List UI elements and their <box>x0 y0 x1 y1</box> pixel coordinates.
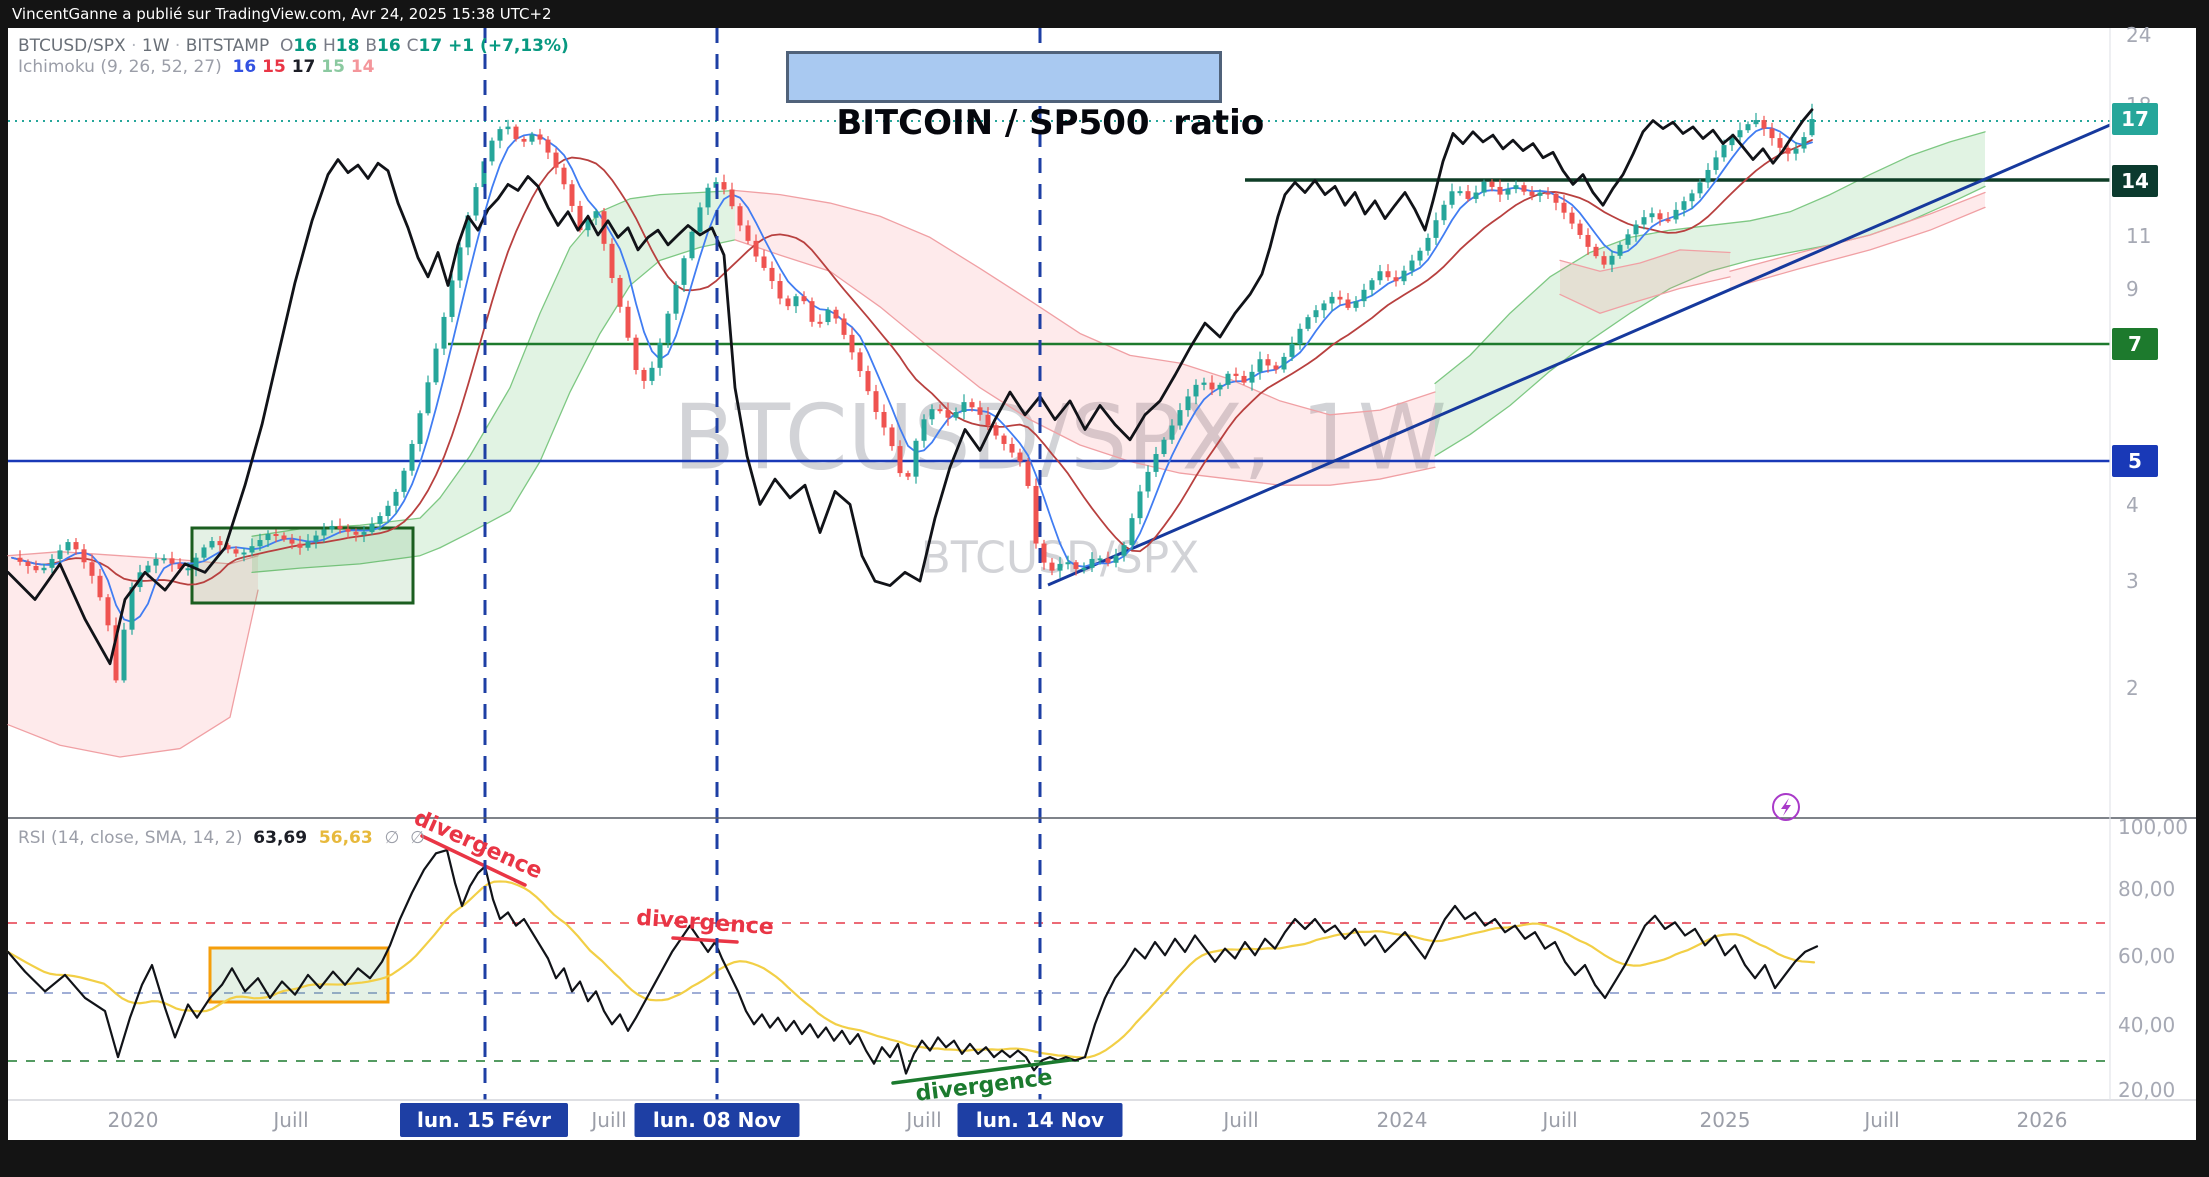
rsi-tick-100,00: 100,00 <box>2118 815 2188 839</box>
legend-change: +1 (+7,13%) <box>448 36 569 56</box>
rsi-line <box>6 848 1819 1075</box>
legend-ohlc-value: 17 <box>418 36 449 56</box>
cloud-edge <box>734 239 1436 486</box>
cloud-edge <box>1434 131 1986 385</box>
ichimoku-kijun-line <box>11 139 1813 586</box>
date-marker-0: lun. 15 Févr '21 <box>400 1103 568 1166</box>
price-tick-24: 24 <box>2126 23 2152 47</box>
legend-symbol: BTCUSD/SPX <box>18 36 126 56</box>
time-tick-Juill-1882: Juill <box>1864 1108 1900 1132</box>
rsi-legend[interactable]: RSI (14, close, SMA, 14, 2) 63,69 56,63 … <box>18 828 425 848</box>
rsi-value: 63,69 <box>253 828 319 848</box>
cloud-edge <box>251 547 441 574</box>
price-tick-9: 9 <box>2126 277 2139 301</box>
symbol-legend[interactable]: BTCUSD/SPX · 1W · BITSTAMP O16 H18 B16 C… <box>18 36 569 56</box>
price-label-7: 7 <box>2112 328 2158 360</box>
ichimoku-legend[interactable]: Ichimoku (9, 26, 52, 27) 16 15 17 15 14 <box>18 57 375 77</box>
cloud-edge <box>1729 191 1986 272</box>
chart-title: BITCOIN / SP500 ratio <box>836 103 1265 143</box>
legend-ohlc-value: 16 <box>377 36 407 56</box>
legend-ohlc-key: C <box>406 36 419 56</box>
cloud-edge <box>734 189 1436 416</box>
ichimoku-value-4: 14 <box>350 57 375 77</box>
publish-text: VincentGanne a publié sur TradingView.co… <box>12 5 552 23</box>
time-tick-2024-1402: 2024 <box>1376 1108 1428 1132</box>
rsi-tick-60,00: 60,00 <box>2118 944 2176 968</box>
black-ratio-line <box>6 108 1814 666</box>
price-tick-4: 4 <box>2126 493 2139 517</box>
cloud-edge <box>439 189 736 499</box>
rsi-hidden-values: ∅ ∅ <box>384 828 425 848</box>
footer-bar: TV TradingView <box>0 1140 2209 1177</box>
publish-header: VincentGanne a publié sur TradingView.co… <box>0 0 2209 28</box>
price-tick-2: 2 <box>2126 676 2139 700</box>
cloud-edge <box>7 589 259 758</box>
candlestick-series <box>17 103 1815 683</box>
cloud-edge <box>1559 276 1731 314</box>
legend-ohlc-value: 18 <box>335 36 366 56</box>
ichimoku-cloud-pink-6 <box>1730 192 1985 289</box>
rsi-tick-20,00: 20,00 <box>2118 1078 2176 1102</box>
price-tick-11: 11 <box>2126 224 2152 248</box>
ichimoku-cloud-green-2 <box>440 190 735 548</box>
divergence-line-1[interactable] <box>671 936 739 944</box>
time-tick-Juill-924: Juill <box>906 1108 942 1132</box>
cloud-edge <box>251 497 441 537</box>
cloud-edge <box>7 551 259 565</box>
time-tick-Juill-1560: Juill <box>1542 1108 1578 1132</box>
rsi-name: RSI <box>18 828 52 848</box>
lightning-idea-icon[interactable] <box>1772 793 1800 821</box>
ichimoku-cloud-pink-5 <box>1560 249 1730 314</box>
legend-interval: 1W <box>141 36 170 56</box>
ascending-trendline[interactable] <box>1047 123 2111 587</box>
rsi-consolidation-box[interactable] <box>208 946 390 1004</box>
legend-sep: · <box>125 36 142 56</box>
price-label-17: 17 <box>2112 103 2158 135</box>
ichimoku-cloud-green-4 <box>1435 131 1985 456</box>
price-label-14: 14 <box>2112 165 2158 197</box>
rsi-params: (14, close, SMA, 14, 2) <box>51 828 254 848</box>
legend-ohlc-value: 16 <box>293 36 323 56</box>
legend-ohlc-key: B <box>365 36 378 56</box>
cloud-edge <box>1559 249 1731 272</box>
ichimoku-cloud-green-1 <box>252 497 440 573</box>
divergence-line-2[interactable] <box>891 1058 1072 1085</box>
date-marker-2: lun. 14 Nov '22 <box>957 1103 1123 1166</box>
price-consolidation-box[interactable] <box>190 526 415 605</box>
ichimoku-tenkan-line <box>11 127 1813 623</box>
ichimoku-cloud-pink-3 <box>735 190 1435 486</box>
cloud-edge <box>1729 206 1986 290</box>
ichimoku-value-3: 15 <box>321 57 351 77</box>
chart-background <box>8 28 2196 1140</box>
rsi-tick-40,00: 40,00 <box>2118 1013 2176 1037</box>
watermark-symbol: BTCUSD/SPX, 1W <box>673 385 1447 491</box>
time-tick-Juill-609: Juill <box>591 1108 627 1132</box>
rsi-tick-80,00: 80,00 <box>2118 877 2176 901</box>
legend-ohlc-key: O <box>280 36 294 56</box>
time-tick-2026-2042: 2026 <box>2016 1108 2068 1132</box>
legend-sep: · <box>169 36 186 56</box>
ichimoku-value-2: 17 <box>291 57 322 77</box>
time-tick-2025-1725: 2025 <box>1699 1108 1751 1132</box>
time-tick-Juill-291: Juill <box>273 1108 309 1132</box>
date-marker-1: lun. 08 Nov '21 <box>634 1103 800 1166</box>
time-tick-2020-133: 2020 <box>107 1108 159 1132</box>
legend-ohlc-key: H <box>322 36 336 56</box>
ichimoku-value-0: 16 <box>232 57 263 77</box>
legend-gap <box>269 36 280 56</box>
rsi-sma-value: 56,63 <box>318 828 385 848</box>
cloud-edge <box>439 239 736 549</box>
chart-title-box: BITCOIN / SP500 ratio <box>786 51 1264 143</box>
price-tick-3: 3 <box>2126 569 2139 593</box>
time-tick-Juill-1241: Juill <box>1223 1108 1259 1132</box>
price-label-5: 5 <box>2112 445 2158 477</box>
legend-exchange: BITSTAMP <box>185 36 270 56</box>
ichimoku-value-1: 15 <box>262 57 292 77</box>
divergence-line-0[interactable] <box>420 834 527 887</box>
ichimoku-label: Ichimoku (9, 26, 52, 27) <box>18 57 233 77</box>
